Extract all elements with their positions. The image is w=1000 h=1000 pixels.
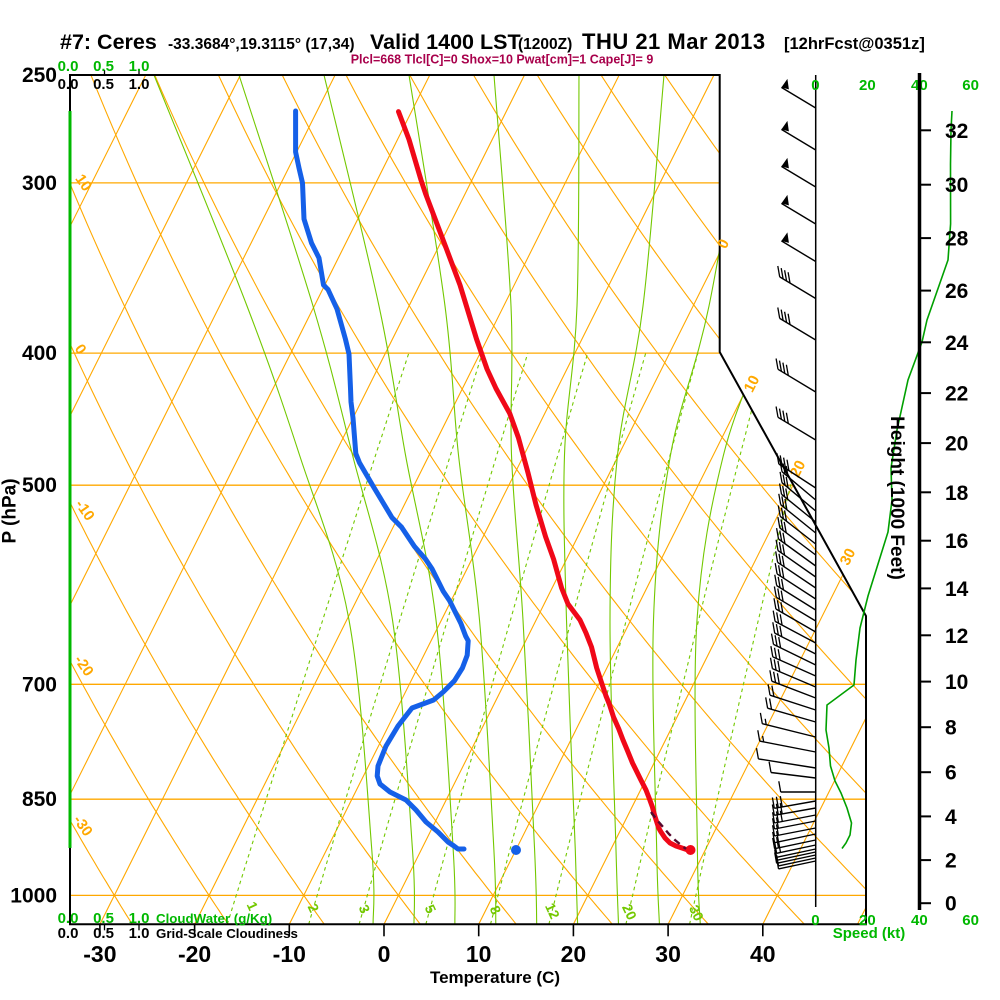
svg-text:Temperature (C): Temperature (C) bbox=[430, 968, 560, 987]
svg-text:0.5: 0.5 bbox=[93, 925, 114, 942]
svg-text:20: 20 bbox=[619, 901, 640, 922]
svg-text:THU 21 Mar 2013: THU 21 Mar 2013 bbox=[582, 29, 766, 54]
svg-text:Height (1000 Feet): Height (1000 Feet) bbox=[886, 416, 907, 580]
svg-text:0.0: 0.0 bbox=[58, 58, 79, 75]
svg-text:12: 12 bbox=[945, 625, 968, 648]
svg-text:0: 0 bbox=[811, 77, 819, 94]
svg-text:-10: -10 bbox=[273, 941, 306, 967]
svg-text:(1200Z): (1200Z) bbox=[518, 36, 572, 53]
svg-text:Speed (kt): Speed (kt) bbox=[833, 925, 906, 942]
svg-text:10: 10 bbox=[945, 671, 968, 694]
svg-text:22: 22 bbox=[945, 383, 968, 406]
svg-text:20: 20 bbox=[945, 433, 968, 456]
svg-text:20: 20 bbox=[561, 941, 587, 967]
svg-text:Grid-Scale Cloudiness: Grid-Scale Cloudiness bbox=[156, 926, 298, 941]
svg-text:CloudWater (g/Kg): CloudWater (g/Kg) bbox=[156, 911, 272, 926]
svg-text:10: 10 bbox=[71, 171, 94, 194]
svg-text:30: 30 bbox=[686, 902, 707, 923]
svg-text:16: 16 bbox=[945, 530, 968, 553]
svg-text:30: 30 bbox=[655, 941, 681, 967]
svg-text:1.0: 1.0 bbox=[129, 925, 150, 942]
svg-text:0.5: 0.5 bbox=[93, 910, 114, 927]
svg-text:12: 12 bbox=[542, 900, 563, 921]
svg-text:10: 10 bbox=[741, 373, 764, 396]
svg-text:#7: Ceres: #7: Ceres bbox=[60, 30, 157, 54]
svg-text:10: 10 bbox=[466, 941, 492, 967]
svg-text:850: 850 bbox=[22, 788, 57, 811]
svg-text:[12hrFcst@0351z]: [12hrFcst@0351z] bbox=[784, 35, 925, 53]
svg-text:400: 400 bbox=[22, 342, 57, 365]
svg-text:26: 26 bbox=[945, 280, 968, 303]
svg-text:20: 20 bbox=[859, 912, 876, 929]
svg-text:20: 20 bbox=[859, 77, 876, 94]
svg-text:P (hPa): P (hPa) bbox=[0, 478, 21, 543]
svg-text:0.0: 0.0 bbox=[58, 76, 79, 93]
svg-text:1000: 1000 bbox=[10, 884, 57, 907]
svg-text:30: 30 bbox=[837, 546, 860, 569]
svg-text:14: 14 bbox=[945, 578, 969, 601]
svg-text:4: 4 bbox=[945, 806, 957, 829]
svg-text:6: 6 bbox=[945, 762, 957, 785]
svg-text:0.0: 0.0 bbox=[58, 910, 79, 927]
svg-text:32: 32 bbox=[945, 120, 968, 143]
svg-text:40: 40 bbox=[911, 912, 928, 929]
svg-text:18: 18 bbox=[945, 482, 969, 505]
svg-text:300: 300 bbox=[22, 172, 57, 195]
svg-text:2: 2 bbox=[945, 850, 957, 873]
svg-text:28: 28 bbox=[945, 228, 969, 251]
svg-text:-20: -20 bbox=[178, 941, 211, 967]
svg-text:8: 8 bbox=[945, 717, 957, 740]
svg-text:0.5: 0.5 bbox=[93, 76, 114, 93]
svg-text:700: 700 bbox=[22, 673, 57, 696]
svg-text:24: 24 bbox=[945, 332, 969, 355]
svg-text:1.0: 1.0 bbox=[129, 910, 150, 927]
svg-text:1.0: 1.0 bbox=[129, 58, 150, 75]
svg-text:-30: -30 bbox=[83, 941, 116, 967]
svg-text:0.5: 0.5 bbox=[93, 58, 114, 75]
svg-text:40: 40 bbox=[750, 941, 776, 967]
svg-text:0: 0 bbox=[945, 893, 957, 916]
svg-text:60: 60 bbox=[962, 912, 979, 929]
svg-text:-33.3684°,19.3115° (17,34): -33.3684°,19.3115° (17,34) bbox=[168, 36, 354, 53]
svg-text:0.0: 0.0 bbox=[58, 925, 79, 942]
svg-text:500: 500 bbox=[22, 474, 57, 497]
svg-text:60: 60 bbox=[962, 77, 979, 94]
svg-text:0: 0 bbox=[378, 941, 391, 967]
svg-text:Plcl=668 Tlcl[C]=0 Shox=10 Pwa: Plcl=668 Tlcl[C]=0 Shox=10 Pwat[cm]=1 Ca… bbox=[351, 53, 654, 67]
svg-text:20: 20 bbox=[787, 458, 810, 481]
svg-text:Valid 1400 LST: Valid 1400 LST bbox=[370, 30, 521, 54]
svg-text:0: 0 bbox=[811, 912, 819, 929]
svg-text:30: 30 bbox=[945, 174, 968, 197]
svg-text:250: 250 bbox=[22, 64, 57, 87]
svg-text:1.0: 1.0 bbox=[129, 76, 150, 93]
